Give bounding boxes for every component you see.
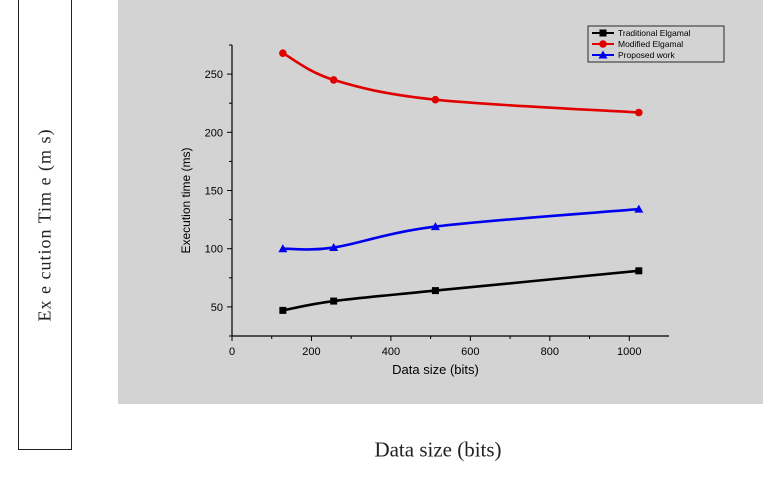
series-line-traditional-elgamal <box>282 269 639 312</box>
data-point-traditional-elgamal-128 <box>279 306 287 314</box>
y-tick-label-250: 250 <box>205 69 223 81</box>
data-point-traditional-elgamal-256 <box>330 297 338 305</box>
chart-panel: 0 200 400 600 800 1000 50 100 150 200 250 Data size… <box>118 0 763 404</box>
data-point-traditional-elgamal-512 <box>431 287 439 295</box>
data-point-proposed-work-128 <box>278 244 288 253</box>
data-point-modified-elgamal-256 <box>329 76 338 84</box>
series-line-modified-elgamal <box>282 51 639 114</box>
line-chart: 0 200 400 600 800 1000 50 100 150 200 250 Data size… <box>179 25 725 377</box>
x-tick-label-600: 600 <box>461 346 479 358</box>
x-tick-label-1000: 1000 <box>617 346 641 358</box>
legend-label-modified-elgamal: Modified Elgamal <box>618 39 683 49</box>
legend-marker-modified-elgamal <box>599 40 607 48</box>
legend-label-traditional-elgamal: Traditional Elgamal <box>618 28 691 38</box>
data-point-proposed-work-256 <box>329 243 339 252</box>
legend-marker-traditional-elgamal <box>599 29 607 37</box>
outer-y-axis-label: Ex e cution Tim e (m s) <box>34 128 55 322</box>
outer-ylabel-box <box>18 0 72 450</box>
x-tick-label-800: 800 <box>541 346 559 358</box>
data-point-proposed-work-1024 <box>634 204 644 213</box>
data-point-modified-elgamal-1024 <box>635 108 643 117</box>
y-tick-label-100: 100 <box>205 244 223 256</box>
legend-marker-proposed-work <box>598 50 608 59</box>
x-axis-label: Data size (bits) <box>392 362 479 377</box>
legend-label-proposed-work: Proposed work <box>618 50 675 60</box>
data-point-traditional-elgamal-1024 <box>635 267 643 275</box>
y-tick-label-200: 200 <box>205 127 223 139</box>
outer-x-axis-label: Data size (bits) <box>374 437 502 462</box>
x-tick-label-400: 400 <box>382 346 400 358</box>
data-point-modified-elgamal-128 <box>279 49 287 57</box>
y-axis-label: Execution time (ms) <box>179 147 193 253</box>
data-point-modified-elgamal-512 <box>431 95 440 104</box>
y-tick-label-150: 150 <box>205 186 223 198</box>
data-point-proposed-work-512 <box>430 222 440 231</box>
series-line-proposed-work <box>282 207 639 251</box>
x-tick-label-200: 200 <box>302 346 320 358</box>
y-tick-label-50: 50 <box>211 302 223 314</box>
x-tick-label-0: 0 <box>229 346 235 358</box>
